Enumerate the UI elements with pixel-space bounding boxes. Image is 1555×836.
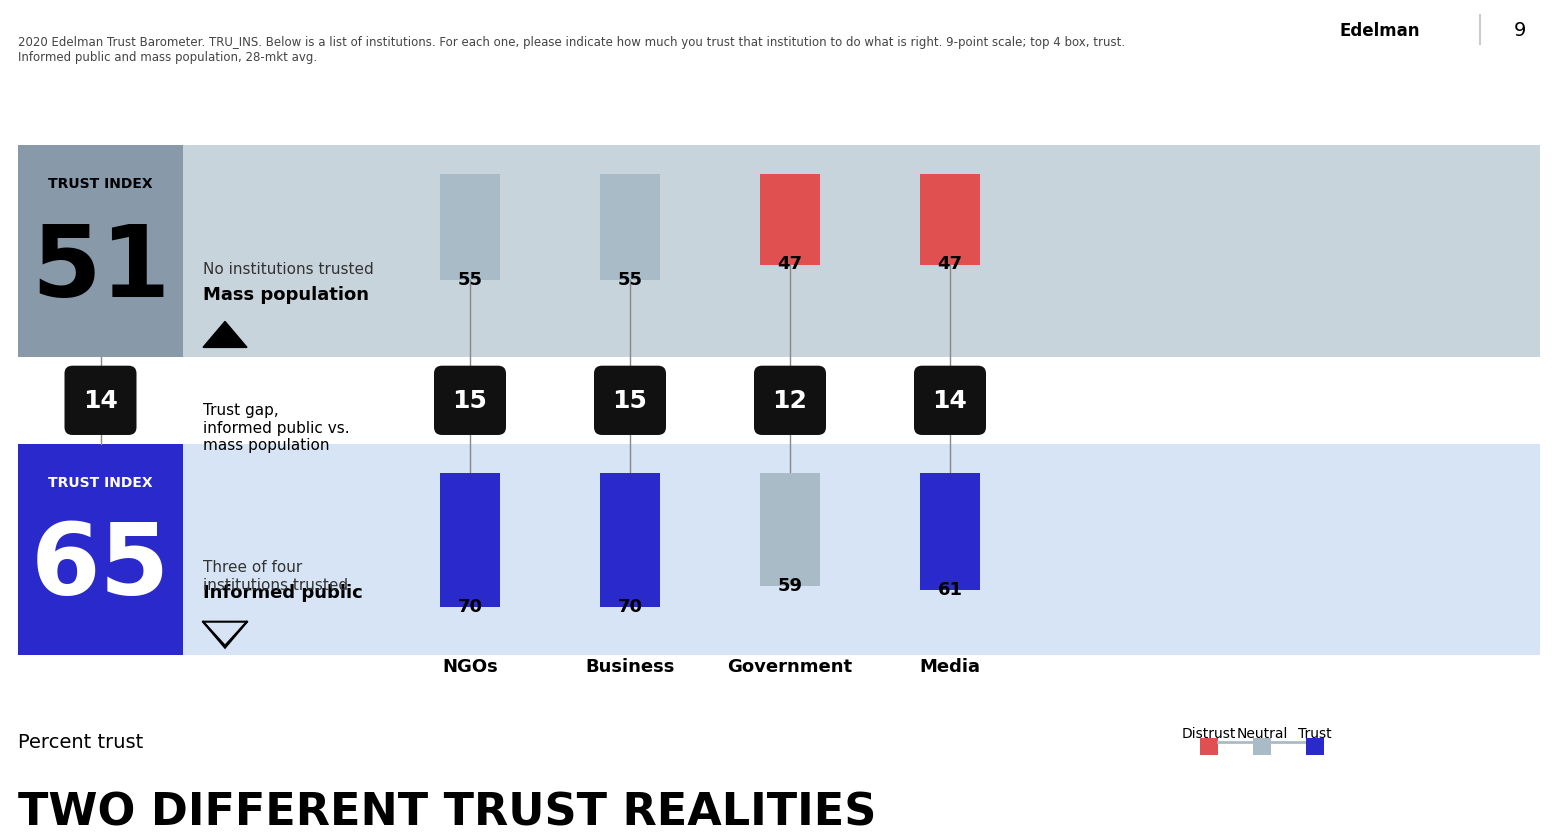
Text: 70: 70 [457,597,482,615]
FancyBboxPatch shape [1253,738,1270,756]
FancyBboxPatch shape [600,175,659,281]
FancyBboxPatch shape [64,366,137,436]
FancyBboxPatch shape [914,366,986,436]
FancyBboxPatch shape [600,473,659,608]
Text: 2020 Edelman Trust Barometer. TRU_INS. Below is a list of institutions. For each: 2020 Edelman Trust Barometer. TRU_INS. B… [19,36,1126,64]
Text: Government: Government [728,657,852,675]
Text: Percent trust: Percent trust [19,732,143,752]
FancyBboxPatch shape [760,473,819,586]
Text: 59: 59 [778,576,802,594]
Text: Distrust: Distrust [1182,726,1236,740]
Text: Three of four
institutions trusted: Three of four institutions trusted [204,559,348,592]
Text: 51: 51 [31,221,169,317]
Text: 14: 14 [82,389,118,413]
FancyBboxPatch shape [1200,738,1218,756]
Text: Trust: Trust [1298,726,1331,740]
Text: TRUST INDEX: TRUST INDEX [48,475,152,489]
Text: 15: 15 [613,389,647,413]
Text: TWO DIFFERENT TRUST REALITIES: TWO DIFFERENT TRUST REALITIES [19,790,877,833]
FancyBboxPatch shape [594,366,666,436]
Text: Neutral: Neutral [1236,726,1288,740]
Text: Edelman: Edelman [1339,22,1420,40]
Text: Mass population: Mass population [204,286,369,303]
Text: TRUST INDEX: TRUST INDEX [48,177,152,191]
Text: 15: 15 [453,389,487,413]
FancyBboxPatch shape [183,444,1539,655]
Text: Trust gap,
informed public vs.
mass population: Trust gap, informed public vs. mass popu… [204,403,350,452]
Polygon shape [204,322,247,348]
Text: NGOs: NGOs [442,657,498,675]
Text: 9: 9 [1515,21,1525,40]
FancyBboxPatch shape [921,473,980,590]
FancyBboxPatch shape [183,146,1539,358]
Text: Media: Media [919,657,981,675]
FancyBboxPatch shape [754,366,826,436]
Text: 55: 55 [457,270,482,288]
FancyBboxPatch shape [760,175,819,265]
Text: 47: 47 [778,255,802,273]
Text: Business: Business [585,657,675,675]
FancyBboxPatch shape [440,473,501,608]
FancyBboxPatch shape [440,175,501,281]
Text: 12: 12 [773,389,807,413]
Text: Informed public: Informed public [204,584,362,601]
FancyBboxPatch shape [19,146,183,358]
Text: 65: 65 [31,518,169,615]
FancyBboxPatch shape [19,444,183,655]
Text: 61: 61 [938,580,963,598]
FancyBboxPatch shape [1306,738,1323,756]
Text: 14: 14 [933,389,967,413]
Text: No institutions trusted: No institutions trusted [204,262,373,277]
Text: 55: 55 [617,270,642,288]
FancyBboxPatch shape [434,366,505,436]
FancyBboxPatch shape [921,175,980,265]
Text: 47: 47 [938,255,963,273]
Text: 70: 70 [617,597,642,615]
